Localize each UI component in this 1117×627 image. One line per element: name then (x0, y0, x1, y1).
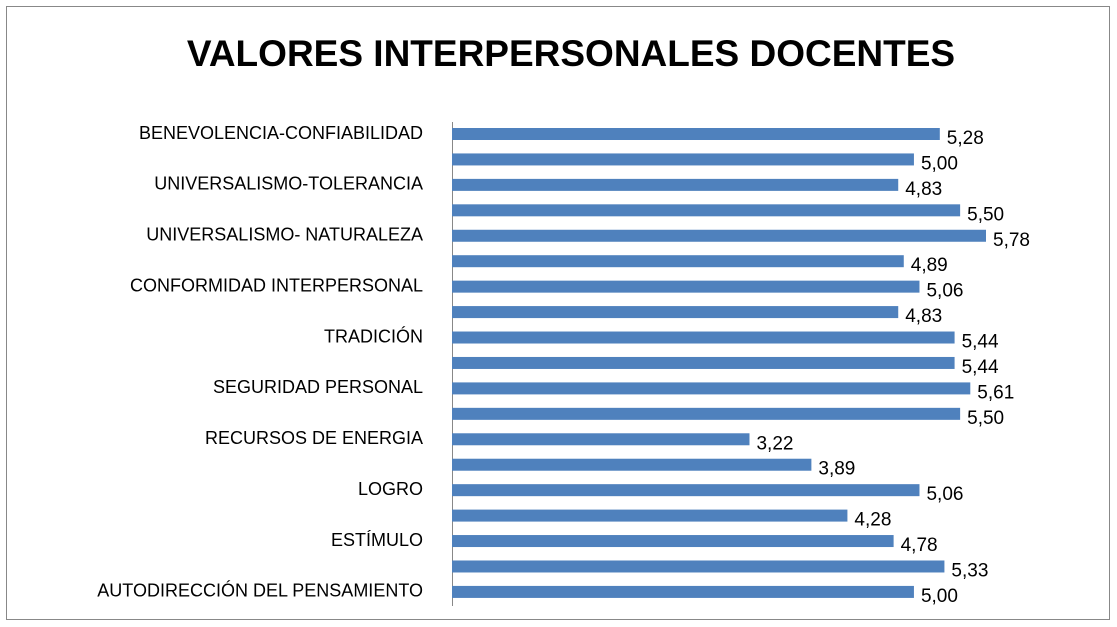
value-label: 5,61 (977, 382, 1014, 403)
value-label: 5,50 (967, 204, 1004, 225)
value-label: 5,78 (993, 230, 1030, 251)
bar (452, 255, 904, 268)
value-label: 4,78 (901, 535, 938, 556)
bar (452, 128, 940, 140)
bar (452, 178, 899, 191)
bar (452, 484, 920, 497)
chart-title: VALORES INTERPERSONALES DOCENTES (187, 33, 955, 74)
bar (452, 382, 971, 395)
value-label: 5,28 (947, 128, 984, 149)
bar (452, 204, 961, 217)
bar (452, 306, 899, 319)
value-label: 5,44 (962, 332, 999, 353)
bar (452, 356, 955, 369)
bar (452, 280, 920, 293)
category-label: UNIVERSALISMO-TOLERANCIA (154, 174, 423, 194)
bar (452, 153, 914, 166)
bar (452, 433, 750, 446)
bar (452, 229, 986, 242)
category-label: BENEVOLENCIA-CONFIABILIDAD (139, 123, 423, 143)
value-label: 3,22 (756, 433, 793, 454)
value-label: 5,50 (967, 408, 1004, 429)
bar (452, 585, 914, 598)
value-label: 5,06 (926, 281, 963, 302)
value-label: 4,89 (911, 255, 948, 276)
bar (452, 509, 848, 522)
bar (452, 560, 945, 573)
bar (452, 535, 894, 548)
category-label: LOGRO (358, 479, 423, 499)
category-label: TRADICIÓN (324, 325, 423, 346)
bar (452, 458, 812, 471)
category-label: CONFORMIDAD INTERPERSONAL (130, 275, 423, 295)
value-label: 5,00 (921, 586, 958, 607)
category-label: ESTÍMULO (331, 530, 423, 550)
value-label: 5,44 (962, 357, 999, 378)
bar (452, 331, 955, 344)
value-label: 5,00 (921, 153, 958, 174)
category-label: SEGURIDAD PERSONAL (213, 377, 423, 397)
value-label: 4,28 (854, 510, 891, 531)
value-label: 4,83 (905, 306, 942, 327)
category-label: AUTODIRECCIÓN DEL PENSAMIENTO (97, 580, 423, 601)
category-label: UNIVERSALISMO- NATURALEZA (146, 225, 423, 245)
value-label: 3,89 (818, 459, 855, 480)
value-label: 5,33 (951, 560, 988, 581)
value-label: 5,06 (926, 484, 963, 505)
bar (452, 407, 961, 420)
value-label: 4,83 (905, 179, 942, 200)
category-label: RECURSOS DE ENERGIA (205, 428, 423, 448)
